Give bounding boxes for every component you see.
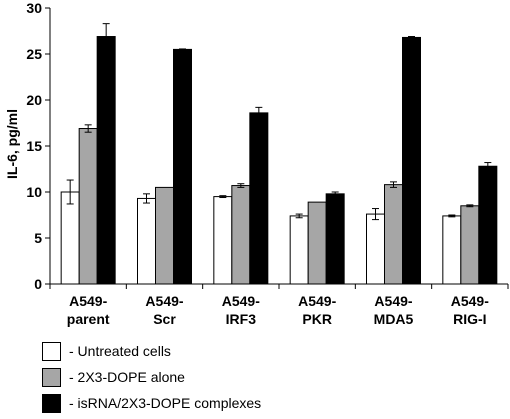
y-tick-label: 10 [26,184,42,200]
legend-item-untreated: - Untreated cells [42,341,261,361]
x-category-label: parent [67,311,110,327]
x-category-label: Scr [153,311,176,327]
bar [213,196,233,285]
y-tick-label: 30 [26,0,42,16]
legend-label-isrna-complexes: - isRNA/2X3-DOPE complexes [69,395,262,411]
chart-legend: - Untreated cells - 2X3-DOPE alone - isR… [42,341,261,419]
x-category-label: A549- [145,293,183,309]
x-category-label: A549- [451,293,489,309]
y-axis-ticks: 0 5 10 15 20 25 30 [26,0,50,292]
bar [231,185,251,285]
bar [366,213,385,285]
x-category-label: A549- [222,293,260,309]
bar [173,48,192,285]
bar [78,128,98,285]
bar [155,186,174,285]
y-axis-label: IL-6, pg/ml [4,109,20,179]
legend-label-untreated: - Untreated cells [69,343,171,359]
bar [325,193,345,285]
chart-bars [60,36,498,285]
bar [60,191,80,285]
bar [460,205,480,285]
bar [384,184,403,285]
bar [289,215,309,285]
x-category-label: A549- [298,293,336,309]
bar [402,36,421,285]
x-category-label: RIG-I [453,311,486,327]
y-tick-label: 5 [34,230,42,246]
bar [442,215,462,285]
legend-item-dope-alone: - 2X3-DOPE alone [42,367,261,387]
legend-swatch-untreated [42,341,61,361]
y-tick-label: 25 [26,46,42,62]
x-category-label: IRF3 [226,311,257,327]
x-axis-categories: A549- parent A549- Scr A549- IRF3 A549- PKR A549… [67,293,489,327]
x-category-label: MDA5 [374,311,414,327]
bar [137,197,156,285]
bar [307,201,327,285]
chart-axes [49,8,509,289]
y-tick-label: 20 [26,92,42,108]
x-category-label: A549- [69,293,107,309]
legend-swatch-isrna-complexes [42,393,61,413]
bar [478,165,498,285]
y-tick-label: 0 [34,276,42,292]
legend-label-dope-alone: - 2X3-DOPE alone [69,369,185,385]
x-category-label: PKR [302,311,332,327]
chart-error-bars [66,23,492,221]
legend-item-isrna-complexes: - isRNA/2X3-DOPE complexes [42,393,261,413]
bar [249,112,269,285]
bar-chart: 0 5 10 15 20 25 30 A549- parent A549- Scr A549- IRF… [4,0,509,327]
bar [96,36,116,285]
legend-swatch-dope-alone [42,367,61,387]
y-tick-label: 15 [26,138,42,154]
x-category-label: A549- [374,293,412,309]
